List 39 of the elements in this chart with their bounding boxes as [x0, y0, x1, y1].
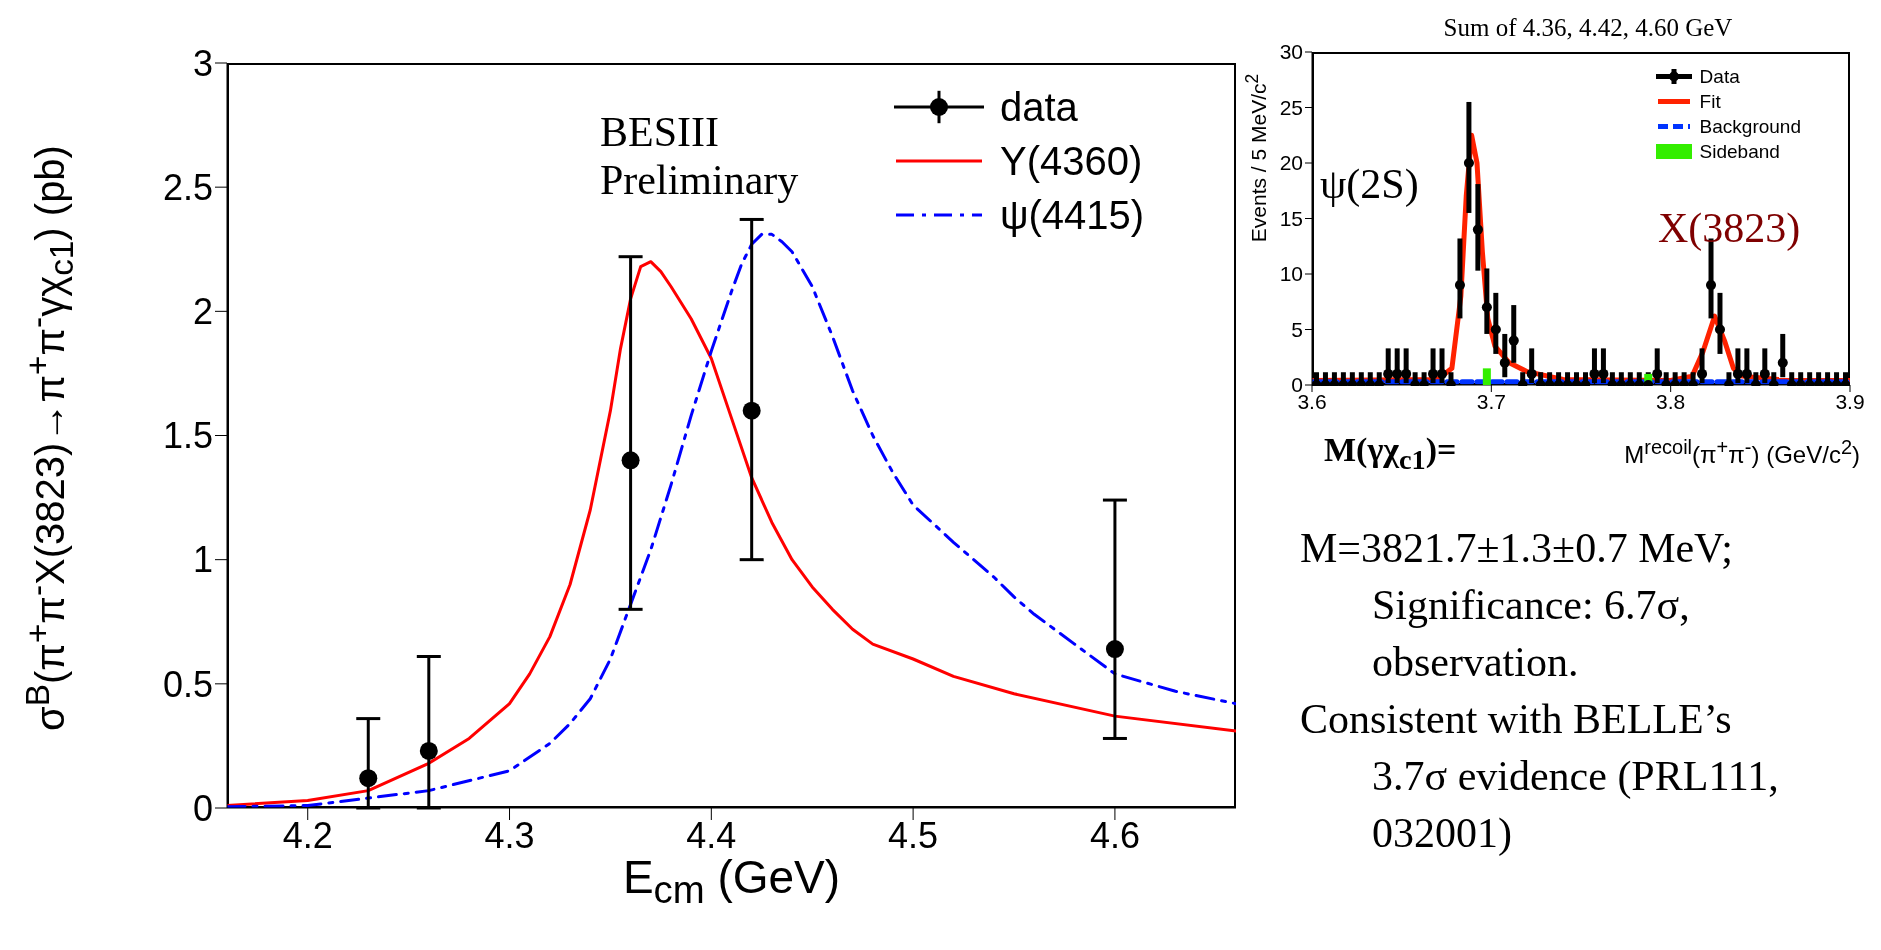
annotation: BESIII Preliminary: [600, 108, 800, 205]
y-tick-label: 0.5: [162, 663, 213, 705]
legend-label: Data: [1699, 65, 1740, 88]
text: Consistent with BELLE’s: [1300, 695, 1733, 744]
y-tick-label: 3: [192, 42, 213, 84]
y-tick-label: 5: [1291, 317, 1303, 341]
y-tick-label: 1: [192, 539, 213, 581]
text: 3.7σ evidence (PRL111,: [1371, 752, 1779, 801]
y-tick-label: 2: [192, 291, 213, 333]
y-tick-label: 0: [192, 787, 213, 829]
chart-title: Sum of 4.36, 4.42, 4.60 GeV: [1442, 14, 1734, 42]
x-tick-label: 4.3: [484, 814, 535, 856]
text: M(γχ$_{c1}$)=: [1324, 430, 1458, 477]
legend-label: ψ(4415): [1000, 192, 1145, 238]
y-tick-label: 20: [1279, 151, 1303, 175]
x-tick-label: 3.8: [1656, 389, 1686, 413]
text: M$^{recoil}$(π$^{+}$π$^{-}$) (GeV/c$^{2}$): [1624, 436, 1860, 468]
legend-label: Y(4360): [1000, 138, 1143, 184]
x-tick-label: 3.7: [1476, 389, 1506, 413]
text: M=3821.7±1.3±0.7 MeV;: [1300, 524, 1734, 573]
legend-label: Sideband: [1699, 140, 1780, 163]
x-tick-label: 4.5: [888, 814, 939, 856]
legend-label: data: [1000, 84, 1078, 130]
legend-label: Fit: [1699, 90, 1721, 113]
y-tick-label: 10: [1279, 262, 1303, 286]
y-tick-label: 2.5: [162, 166, 213, 208]
text: 032001): [1371, 809, 1513, 858]
annotation: X(3823): [1658, 204, 1801, 253]
y-tick-label: 1.5: [162, 415, 213, 457]
y-tick-label: 25: [1279, 95, 1303, 119]
annotation: ψ(2S): [1320, 160, 1419, 209]
text: Significance: 6.7σ,: [1371, 581, 1691, 630]
legend-label: Background: [1699, 115, 1801, 138]
y-tick-label: 15: [1279, 206, 1303, 230]
text: observation.: [1371, 638, 1580, 687]
x-tick-label: 4.2: [282, 814, 333, 856]
x-tick-label: 4.6: [1089, 814, 1140, 856]
y-tick-label: 30: [1279, 40, 1303, 64]
x-tick-label: 3.9: [1835, 389, 1865, 413]
